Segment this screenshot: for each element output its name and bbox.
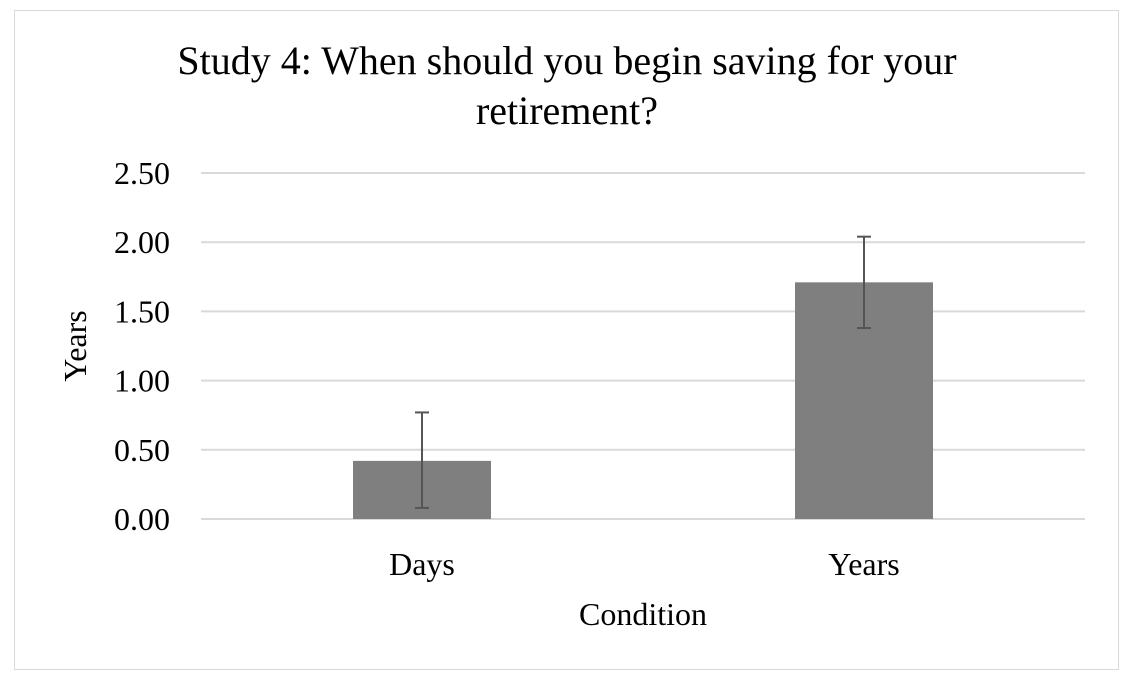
chart-frame <box>14 10 1119 670</box>
error-bars <box>415 235 871 509</box>
gridlines <box>201 172 1085 520</box>
y-tick-label: 2.50 <box>114 155 170 191</box>
error-bar <box>857 235 871 330</box>
y-axis-label: Years <box>57 310 93 381</box>
y-axis-ticks: 0.00 0.50 1.00 1.50 2.00 2.50 <box>114 155 170 537</box>
chart-title-line-2: retirement? <box>476 88 658 133</box>
bars <box>353 282 933 519</box>
x-category-label: Days <box>389 546 455 582</box>
y-tick-label: 2.00 <box>114 224 170 260</box>
error-bar <box>415 411 429 509</box>
x-axis-categories: Days Years <box>389 546 900 582</box>
y-tick-label: 0.00 <box>114 501 170 537</box>
chart-title-line-1: Study 4: When should you begin saving fo… <box>177 38 956 83</box>
x-category-label: Years <box>828 546 899 582</box>
y-tick-label: 1.00 <box>114 363 170 399</box>
x-axis-label: Condition <box>579 596 707 632</box>
y-tick-label: 1.50 <box>114 293 170 329</box>
y-tick-label: 0.50 <box>114 432 170 468</box>
